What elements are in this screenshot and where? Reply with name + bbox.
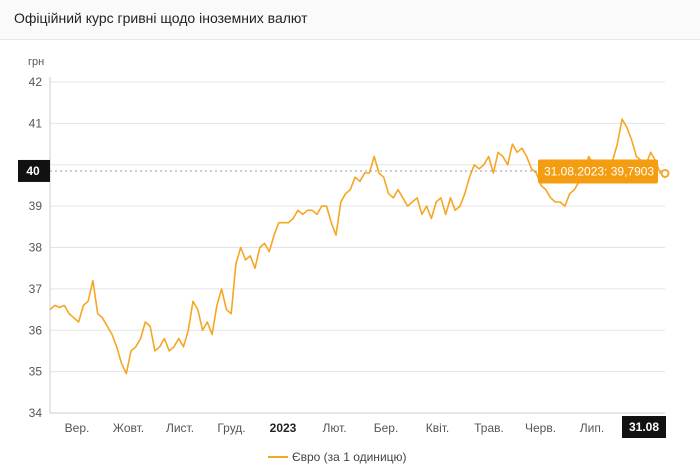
legend[interactable]: Євро (за 1 одиницю) bbox=[268, 450, 407, 464]
x-tick-label: Бер. bbox=[374, 421, 399, 435]
x-tick-label: Лют. bbox=[322, 421, 346, 435]
y-tick-label: 38 bbox=[29, 241, 43, 255]
x-tick-label: Жовт. bbox=[113, 421, 144, 435]
svg-text:40: 40 bbox=[26, 164, 40, 178]
y-tick-label: 37 bbox=[29, 282, 43, 296]
x-tick-label: 2023 bbox=[270, 421, 297, 435]
y-tick-label: 34 bbox=[29, 406, 43, 420]
x-tick-label: Черв. bbox=[525, 421, 556, 435]
y-tick-label: 42 bbox=[29, 75, 43, 89]
x-tick-label: Вер. bbox=[65, 421, 90, 435]
x-end-badge: 31.08 bbox=[622, 416, 666, 438]
series-line-euro[interactable] bbox=[49, 118, 666, 375]
chart[interactable]: грн 34 35 36 37 38 39 40 41 42 Вер. Жовт. Лист. Гру… bbox=[0, 40, 700, 469]
svg-text:31.08.2023: 39,7903: 31.08.2023: 39,7903 bbox=[544, 164, 654, 178]
legend-label: Євро (за 1 одиницю) bbox=[292, 450, 407, 464]
y-tick-label: 39 bbox=[29, 199, 43, 213]
y-tick-label: 36 bbox=[29, 323, 43, 337]
y-tick-label: 41 bbox=[29, 116, 43, 130]
x-tick-label: Лип. bbox=[580, 421, 604, 435]
svg-text:31.08: 31.08 bbox=[629, 420, 659, 434]
x-tick-label: Квіт. bbox=[426, 421, 450, 435]
page-title: Офіційний курс гривні щодо іноземних вал… bbox=[14, 10, 308, 26]
x-tick-label: Лист. bbox=[166, 421, 194, 435]
y-crosshair-badge: 40 bbox=[18, 159, 50, 182]
y-tick-label: 35 bbox=[29, 365, 43, 379]
tooltip: 31.08.2023: 39,7903 bbox=[538, 159, 658, 184]
x-tick-label: Трав. bbox=[474, 421, 504, 435]
y-axis-label: грн bbox=[28, 56, 44, 68]
header: Офіційний курс гривні щодо іноземних вал… bbox=[0, 0, 700, 40]
last-point-marker[interactable] bbox=[660, 168, 670, 178]
x-tick-label: Груд. bbox=[217, 421, 245, 435]
